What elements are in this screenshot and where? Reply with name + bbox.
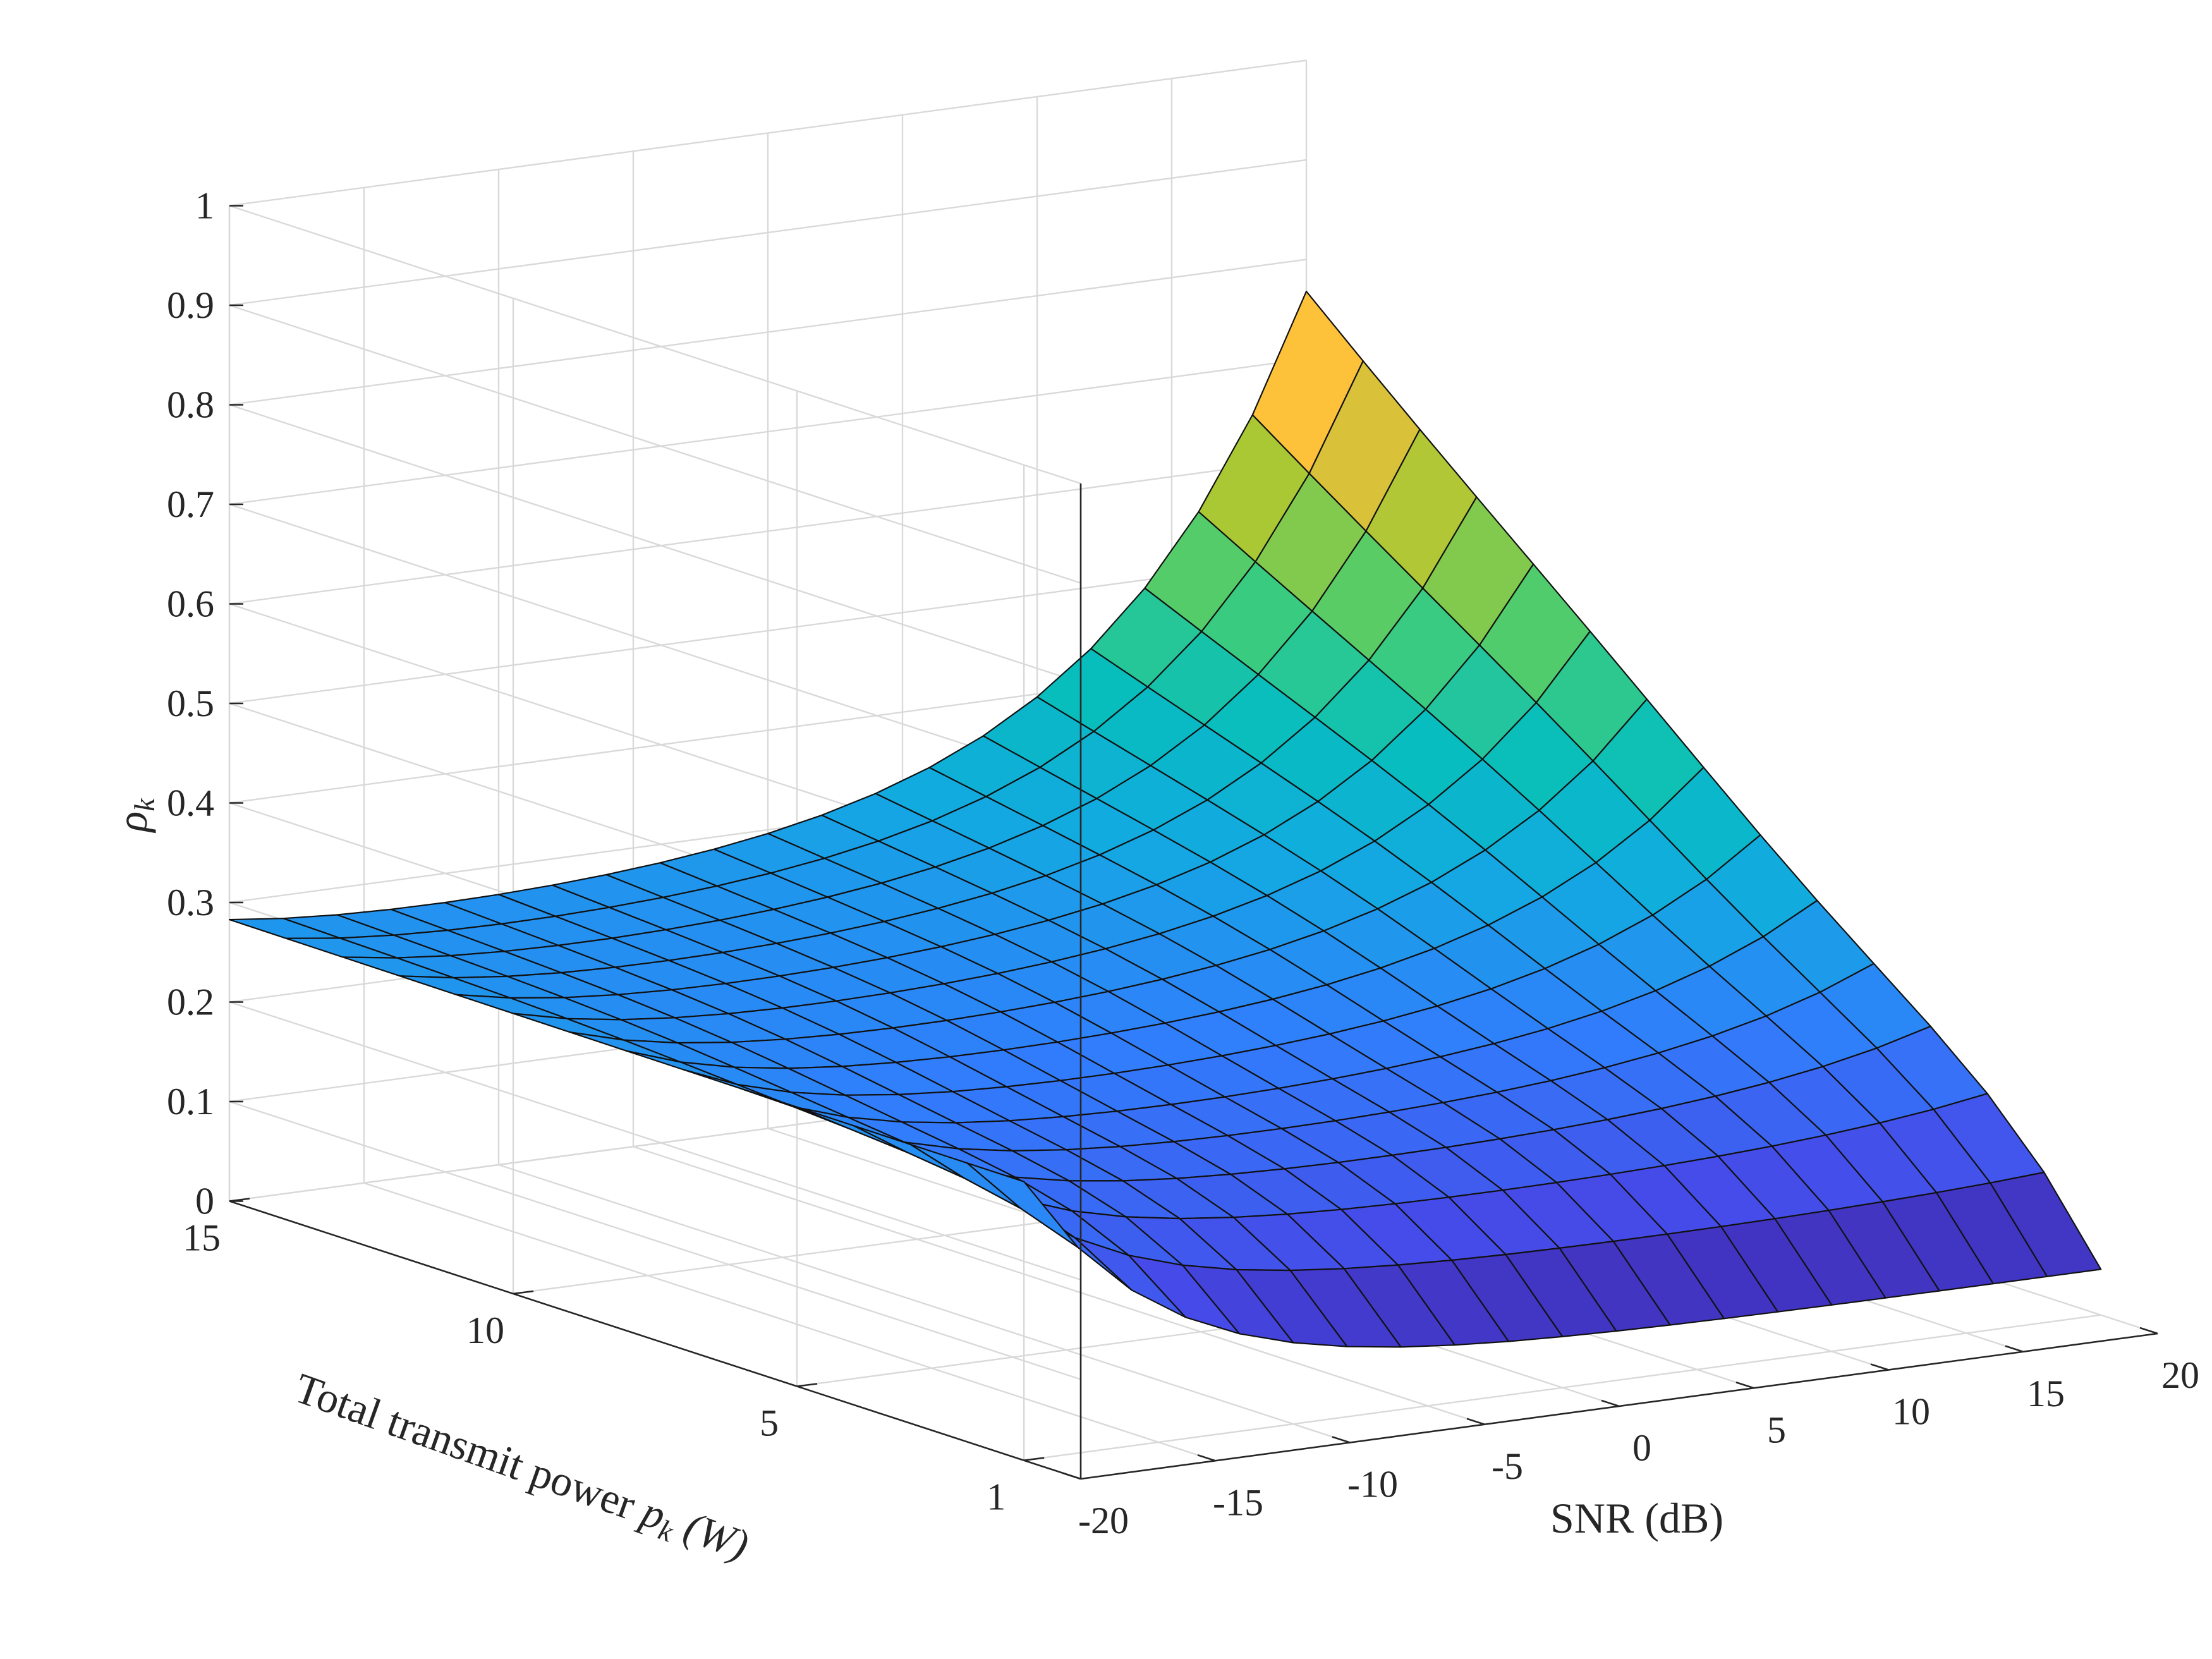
x-tick: [1870, 1363, 1889, 1371]
x-tick: [2005, 1345, 2024, 1352]
axes-layer: [229, 205, 2158, 1480]
z-tick-label: 0.2: [167, 981, 214, 1023]
x-tick-label: 20: [2161, 1354, 2199, 1396]
x-tick: [1332, 1436, 1351, 1443]
y-tick: [229, 1198, 250, 1202]
z-tick-label: 0.9: [167, 284, 214, 326]
y-tick-label: 1: [987, 1476, 1006, 1518]
y-axis-line: [229, 1200, 1081, 1480]
y-tick: [796, 1383, 818, 1387]
y-tick: [1024, 1457, 1045, 1461]
surface-patch: [966, 1162, 1079, 1248]
z-tick-label: 0.6: [167, 583, 214, 625]
grid-line: [633, 1146, 1485, 1425]
y-tick-label: 5: [760, 1402, 779, 1444]
y-tick-label: 10: [466, 1310, 504, 1351]
z-axis-label-sub: k: [128, 798, 161, 811]
z-tick-label: 0.1: [167, 1081, 214, 1122]
z-tick-label: 0.4: [167, 782, 214, 824]
x-tick: [1062, 1472, 1081, 1480]
z-tick-label: 0: [195, 1181, 214, 1222]
y-axis-label-unit: (W): [668, 1498, 755, 1569]
x-tick: [1735, 1382, 1754, 1389]
grid-line: [229, 304, 1081, 584]
grid-line: [229, 404, 1081, 684]
z-tick-label: 0.3: [167, 882, 214, 923]
x-tick: [1197, 1454, 1216, 1462]
x-tick-label: -20: [1078, 1500, 1129, 1541]
x-tick-label: -10: [1347, 1464, 1398, 1505]
x-tick-label: -15: [1213, 1481, 1263, 1523]
x-axis-label: SNR (dB): [1550, 1494, 1723, 1542]
grid-line: [229, 1001, 1081, 1281]
x-tick: [1466, 1418, 1485, 1425]
grid-line: [363, 1182, 1216, 1462]
grid-line: [229, 1100, 1081, 1380]
y-axis-label: Total transmit power pk (W): [288, 1364, 755, 1574]
x-tick-label: 15: [2027, 1373, 2065, 1414]
y-tick: [513, 1290, 534, 1295]
x-tick-label: -5: [1492, 1445, 1523, 1487]
grid-line: [229, 503, 1081, 783]
z-tick-label: 0.7: [167, 483, 214, 525]
grid-line: [498, 1164, 1351, 1443]
z-axis-label-var: ρ: [108, 811, 156, 834]
surface-layer: [228, 291, 2102, 1348]
z-axis-label: ρk: [108, 798, 161, 834]
x-tick: [1601, 1399, 1620, 1407]
x-tick-label: 0: [1632, 1427, 1651, 1469]
z-tick-label: 0.5: [167, 683, 214, 724]
x-tick: [2139, 1327, 2158, 1335]
z-tick-label: 1: [195, 185, 214, 227]
grid-line: [229, 205, 1081, 485]
y-tick-label: 15: [183, 1217, 221, 1259]
x-tick-label: 10: [1892, 1391, 1930, 1433]
y-axis-label-text: Total transmit power: [289, 1364, 652, 1533]
x-tick-label: 5: [1767, 1409, 1786, 1450]
z-tick-label: 0.8: [167, 384, 214, 426]
